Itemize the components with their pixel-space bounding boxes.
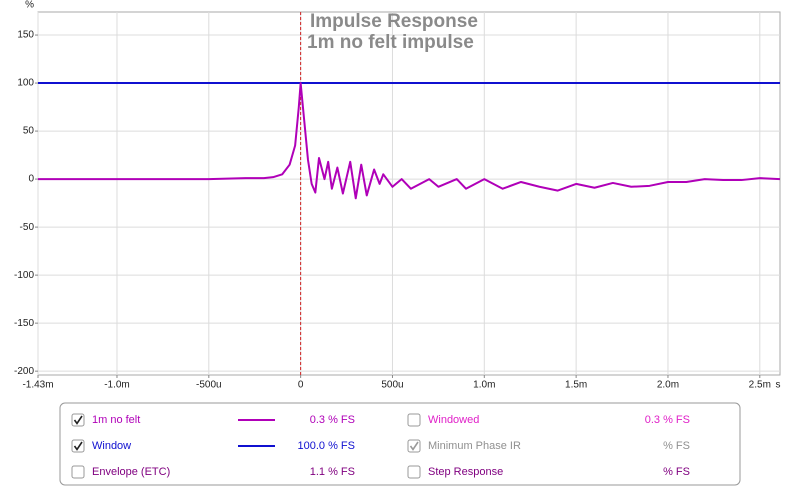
y-tick-label: 150 [17,30,34,41]
x-tick-label: 2.5m [749,380,771,391]
legend-label: Windowed [428,414,479,426]
legend-label: Minimum Phase IR [428,440,521,452]
legend-label: Step Response [428,466,503,478]
checkbox[interactable] [407,465,421,479]
x-tick-label: 2.0m [657,380,679,391]
legend-readout: 0.3 % FS [645,414,690,426]
y-unit: % [25,0,34,11]
checkbox[interactable] [407,413,421,427]
legend-label: Window [92,440,131,452]
chart-subtitle: 1m no felt impulse [307,32,474,53]
legend-readout: 1.1 % FS [310,466,355,478]
y-tick-label: -50 [20,222,35,233]
checkbox[interactable] [71,439,85,453]
checkbox[interactable] [71,413,85,427]
plot-area [37,11,781,376]
legend-readout: % FS [663,440,690,452]
legend-label: Envelope (ETC) [92,466,170,478]
grid [37,12,780,375]
x-tick-label: 0 [298,380,304,391]
y-tick-label: 50 [23,126,35,137]
check-mark [73,415,83,425]
legend-label: 1m no felt [92,414,140,426]
x-tick-label: 1.5m [565,380,587,391]
legend-readout: 0.3 % FS [310,414,355,426]
y-tick-label: -100 [14,270,34,281]
legend-readout: % FS [663,466,690,478]
y-tick-label: -150 [14,318,34,329]
x-tick-label: -1.0m [104,380,130,391]
y-tick-label: 0 [28,174,34,185]
series-line [38,82,781,200]
checkbox[interactable] [407,439,421,453]
x-tick-label: -1.43m [22,380,53,391]
legend-panel [59,402,741,486]
x-unit: s [776,380,781,391]
check-mark [409,441,419,451]
y-tick-label: -200 [14,366,34,377]
y-tick-label: 100 [17,78,34,89]
x-tick-label: -500u [196,380,222,391]
x-tick-label: 500u [381,380,403,391]
check-mark [73,441,83,451]
x-tick-label: 1.0m [473,380,495,391]
legend-readout: 100.0 % FS [298,440,355,452]
chart-title: Impulse Response [310,11,478,32]
checkbox[interactable] [71,465,85,479]
